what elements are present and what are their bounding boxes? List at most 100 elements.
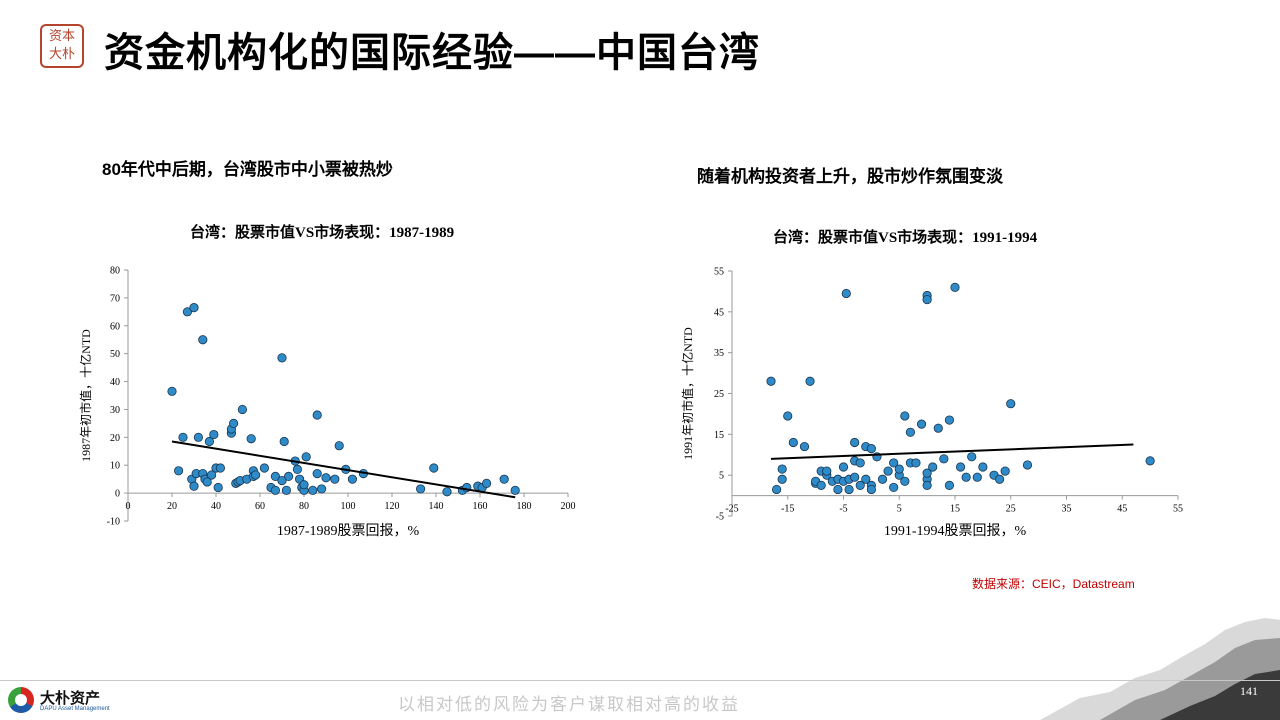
data-point <box>883 466 893 476</box>
x-tick-label: 25 <box>1006 504 1016 515</box>
data-point <box>972 472 982 482</box>
x-tick-label: 0 <box>126 501 131 512</box>
data-point <box>889 482 899 493</box>
x-tick-label: 15 <box>950 504 960 515</box>
footer-slogan: 以相对低的风险为客户谋取相对高的收益 <box>398 695 740 715</box>
data-point <box>877 474 888 484</box>
data-point <box>292 464 302 475</box>
data-point <box>994 474 1005 484</box>
data-point <box>1145 456 1155 466</box>
data-point <box>279 436 289 447</box>
left-chart-title: 台湾：股票市值VS市场表现：1987-1989 <box>190 225 455 241</box>
data-point <box>950 282 960 292</box>
trend-line <box>171 440 516 499</box>
data-point <box>182 307 193 317</box>
data-point <box>955 462 966 472</box>
page-number: 141 <box>1240 684 1258 698</box>
data-point <box>312 410 322 420</box>
y-tick-label: 25 <box>714 389 724 400</box>
data-point <box>277 353 287 363</box>
data-point <box>905 427 915 437</box>
footer-divider <box>0 680 1280 681</box>
data-point <box>777 464 787 474</box>
data-point <box>237 404 247 415</box>
y-tick-label: 45 <box>714 307 724 318</box>
x-tick-label: 60 <box>255 501 265 512</box>
data-point <box>833 484 843 495</box>
data-point <box>866 444 876 454</box>
logo-mark-icon <box>8 687 34 713</box>
data-point <box>944 480 955 490</box>
data-source-note: 数据来源：CEIC，Datastream <box>972 577 1135 591</box>
data-point <box>783 411 793 421</box>
data-point <box>198 335 208 345</box>
data-point <box>822 466 832 476</box>
data-point <box>202 477 212 487</box>
data-point <box>855 480 865 490</box>
company-logo: 大朴资产 DAPU Asset Management <box>8 685 128 717</box>
data-point <box>766 376 776 386</box>
data-point <box>334 441 344 451</box>
data-point <box>213 482 223 493</box>
data-point <box>330 474 340 484</box>
x-axis-title: 1987-1989股票回报，% <box>277 523 420 539</box>
x-tick-label: 120 <box>385 501 400 512</box>
data-point <box>301 452 311 462</box>
data-point <box>911 458 921 468</box>
y-tick-label: 35 <box>714 348 724 359</box>
seal-text: 资本大朴 <box>48 29 75 62</box>
data-point <box>442 487 452 497</box>
page-title: 资金机构化的国际经验——中国台湾 <box>104 31 760 75</box>
right-chart-title: 台湾：股票市值VS市场表现：1991-1994 <box>773 230 1038 246</box>
data-point <box>189 481 199 491</box>
data-point <box>922 480 932 490</box>
x-tick-label: 140 <box>429 501 444 512</box>
data-point <box>229 418 239 428</box>
data-point <box>246 434 256 444</box>
data-point <box>978 462 988 472</box>
x-tick-label: 160 <box>473 501 488 512</box>
data-point <box>850 472 860 482</box>
left-scatter-chart: -10 0 10 20 30 40 50 60 70 80 0 20 40 60 80 100 120 140 16… <box>78 266 576 540</box>
x-tick-label: 55 <box>1173 504 1183 515</box>
x-tick-label: 80 <box>299 501 309 512</box>
y-tick-label: 20 <box>110 433 120 444</box>
data-point <box>281 485 291 495</box>
x-tick-label: 35 <box>1062 504 1072 515</box>
y-tick-label: 60 <box>110 321 120 332</box>
data-point <box>193 432 203 442</box>
data-point <box>209 429 219 440</box>
data-point <box>251 470 261 480</box>
data-point <box>299 480 309 490</box>
logo-cn-text: 大朴资产 <box>40 690 101 707</box>
y-tick-label: 80 <box>110 266 120 277</box>
y-tick-label: 0 <box>115 489 120 500</box>
data-point <box>207 470 217 480</box>
data-point <box>799 441 810 452</box>
data-point <box>481 478 492 488</box>
data-point <box>1022 460 1033 470</box>
data-point <box>204 436 214 447</box>
data-point <box>816 480 826 490</box>
y-tick-label: 30 <box>110 405 120 416</box>
data-point <box>321 473 331 483</box>
data-point <box>772 484 782 495</box>
y-tick-label: 10 <box>110 461 120 472</box>
data-point <box>850 437 860 448</box>
data-point <box>259 463 269 473</box>
x-tick-label: -25 <box>725 504 738 515</box>
data-point <box>189 303 199 313</box>
y-tick-label: 15 <box>714 430 724 441</box>
data-point <box>894 464 904 474</box>
y-tick-label: 50 <box>110 349 120 360</box>
x-tick-label: 40 <box>211 501 221 512</box>
data-point <box>889 458 899 468</box>
data-point <box>805 376 815 386</box>
data-point <box>944 415 955 425</box>
data-point <box>838 462 849 472</box>
data-point <box>1006 399 1016 409</box>
y-tick-label: 40 <box>110 377 120 388</box>
x-tick-label: 100 <box>341 501 356 512</box>
data-point <box>788 437 798 448</box>
data-point <box>922 294 932 305</box>
